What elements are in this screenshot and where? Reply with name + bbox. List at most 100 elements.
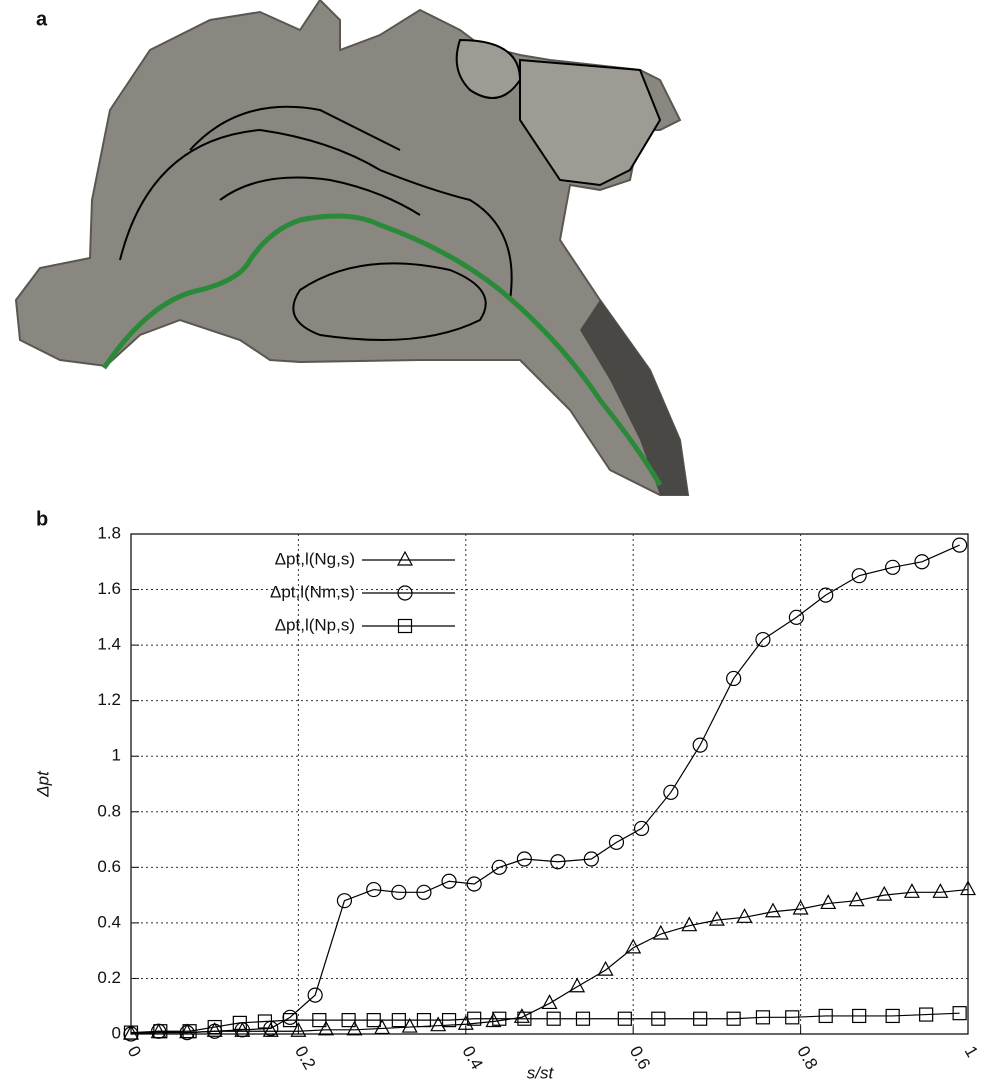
data-point [575, 1011, 591, 1026]
data-point [851, 568, 867, 584]
data-point [736, 908, 753, 923]
data-point [708, 910, 725, 926]
legend-label: Δpt,l(Ng,s) [275, 549, 355, 568]
data-point [663, 784, 679, 800]
data-point [401, 1017, 418, 1033]
data-point [179, 1025, 195, 1041]
data-point [466, 876, 482, 892]
y-tick-label: 1.2 [97, 690, 121, 709]
data-point [485, 1012, 502, 1028]
data-point [282, 1013, 298, 1028]
data-point [597, 960, 614, 976]
data-point [206, 1021, 223, 1037]
data-point [681, 916, 698, 932]
data-point [366, 881, 382, 898]
data-point [257, 1014, 273, 1029]
data-point [726, 670, 742, 687]
data-point [755, 631, 771, 648]
series-line [130, 1012, 960, 1034]
y-tick-label: 1.6 [97, 579, 121, 598]
data-point [755, 1010, 771, 1025]
data-point [416, 884, 432, 900]
data-point [919, 1007, 934, 1022]
data-point [232, 1015, 247, 1030]
plot-frame [130, 533, 969, 1035]
nasal-cavity-render [14, 0, 690, 496]
centerline [101, 213, 663, 487]
y-axis-label: Δpt [33, 770, 52, 798]
x-tick-label: 0.6 [626, 1043, 654, 1073]
data-point [492, 1011, 507, 1026]
shadow-region [580, 300, 688, 495]
data-point [441, 873, 457, 889]
data-point [852, 1008, 867, 1024]
contour-lines [119, 105, 513, 341]
data-point [693, 1011, 708, 1026]
data-point [366, 1013, 381, 1028]
panel-label: a [36, 8, 48, 30]
data-point [516, 851, 532, 867]
data-point [391, 884, 407, 900]
data-point [903, 883, 920, 898]
data-point [207, 1019, 222, 1035]
y-tick-label: 0.8 [97, 801, 121, 820]
data-point [692, 737, 708, 753]
data-point [608, 834, 625, 850]
x-tick-label: 0 [124, 1043, 145, 1061]
data-point [914, 554, 930, 570]
data-point [818, 587, 834, 603]
data-point [550, 854, 566, 870]
y-tick-label: 1.8 [97, 523, 121, 542]
data-point [312, 1013, 327, 1028]
data-point [182, 1024, 197, 1039]
data-point [726, 1011, 741, 1026]
data-point [785, 1010, 800, 1025]
legend-marker [397, 585, 413, 601]
data-point [952, 1006, 967, 1021]
legend-label: Δpt,l(Nm,s) [270, 582, 355, 601]
data-point [513, 1008, 530, 1023]
data-point [441, 1013, 457, 1028]
legend-marker [396, 550, 414, 566]
data-point [546, 1011, 561, 1026]
data-point [583, 851, 599, 867]
data-point [541, 994, 558, 1010]
y-tick-label: 1.4 [97, 635, 121, 654]
y-tick-label: 1 [112, 746, 121, 765]
data-point [625, 938, 642, 954]
data-point [952, 537, 968, 553]
data-point [153, 1024, 168, 1039]
y-tick-label: 0.2 [97, 968, 121, 987]
turbinate-outline [455, 38, 662, 187]
data-point [959, 880, 977, 896]
x-tick-label: 0.4 [458, 1043, 486, 1073]
data-point [569, 977, 586, 993]
y-tick-label: 0.4 [97, 912, 121, 931]
data-point [932, 883, 949, 898]
panel-label: b [36, 508, 48, 530]
y-tick-label: 0 [112, 1023, 121, 1042]
data-point [820, 894, 837, 910]
data-point [652, 924, 669, 940]
data-point [491, 859, 507, 875]
y-tick-label: 0.6 [97, 857, 121, 876]
data-point [336, 893, 353, 909]
legend-marker [397, 618, 413, 634]
data-point [307, 987, 323, 1003]
data-point [430, 1016, 447, 1032]
data-point [517, 1011, 532, 1026]
data-point [346, 1020, 363, 1036]
data-point [848, 891, 865, 907]
x-tick-label: 1 [961, 1043, 982, 1061]
data-point [792, 899, 809, 915]
series-line [130, 544, 960, 1035]
data-point [764, 902, 781, 918]
legend-label: Δpt,l(Np,s) [275, 615, 355, 634]
data-point [885, 559, 901, 575]
data-point [617, 1011, 632, 1026]
data-point [818, 1008, 833, 1024]
data-point [788, 609, 805, 625]
x-axis-label: s/st [527, 1063, 555, 1081]
